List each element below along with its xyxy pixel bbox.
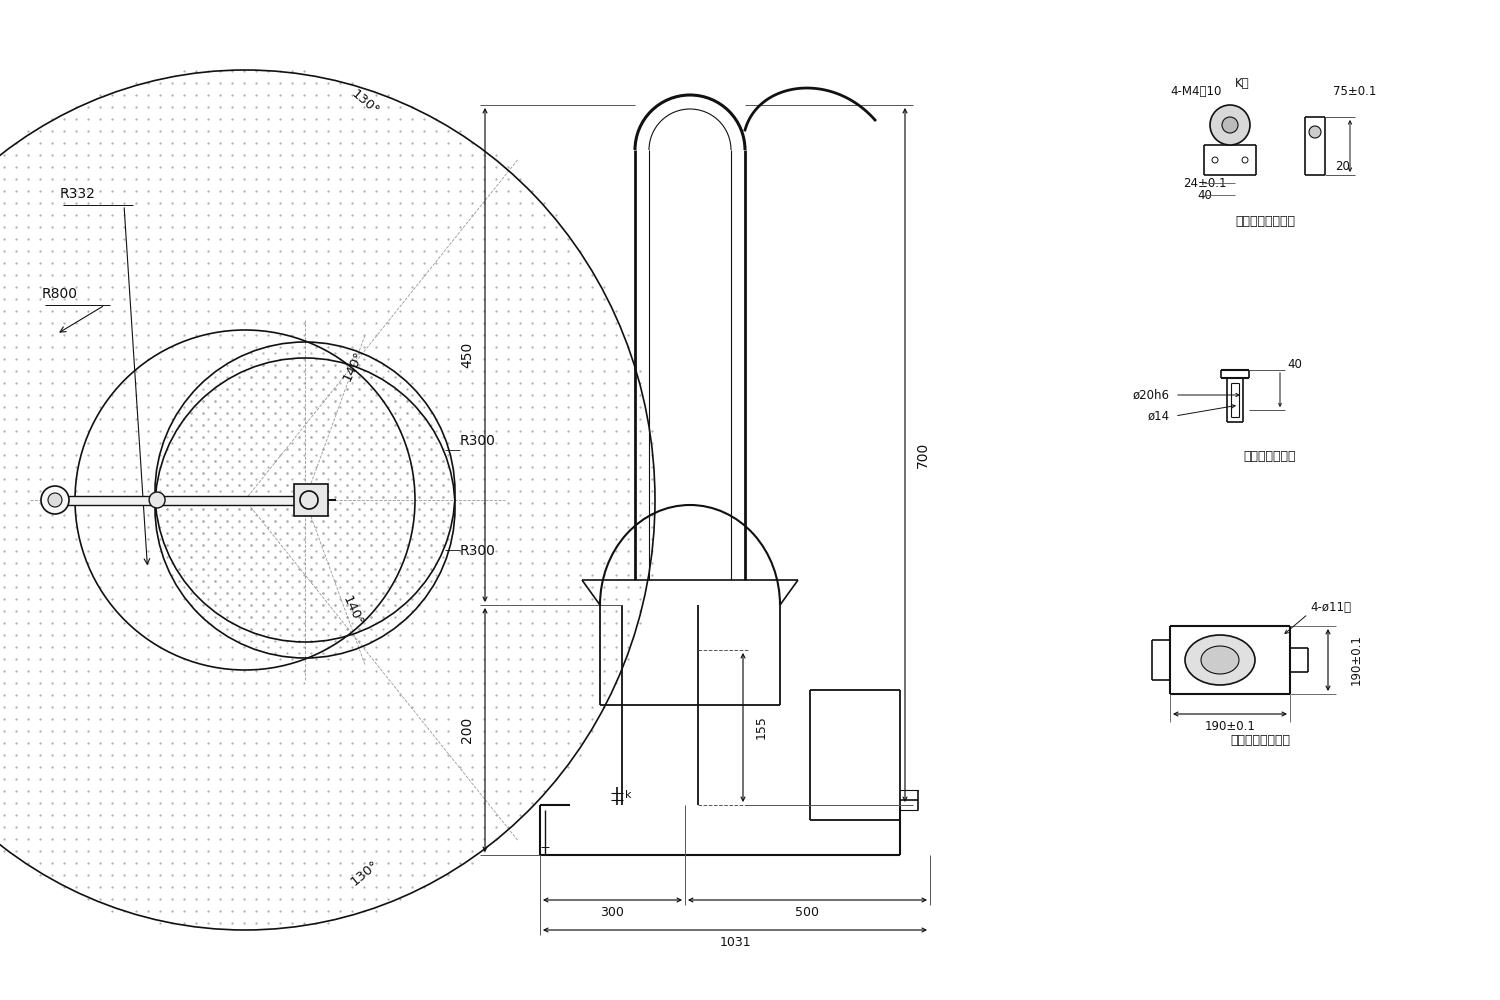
Text: 130°: 130° [348, 857, 381, 888]
Text: 75±0.1: 75±0.1 [1334, 85, 1377, 98]
Text: R300: R300 [460, 434, 496, 448]
Text: 4-ø11通: 4-ø11通 [1310, 601, 1352, 614]
Circle shape [1210, 105, 1249, 145]
Circle shape [1242, 157, 1248, 163]
Text: 140°: 140° [340, 594, 366, 628]
Text: 夹具安装位详图: 夹具安装位详图 [1244, 450, 1296, 463]
Text: 190±0.1: 190±0.1 [1204, 720, 1255, 732]
Text: 140°: 140° [340, 349, 366, 383]
Text: 40: 40 [1197, 189, 1212, 202]
Text: 工具安装孔位详图: 工具安装孔位详图 [1234, 215, 1294, 228]
Text: 300: 300 [600, 906, 624, 918]
Text: 1031: 1031 [718, 936, 752, 948]
Text: 200: 200 [460, 717, 474, 743]
Text: 130°: 130° [348, 87, 381, 118]
Text: k: k [626, 790, 632, 800]
Circle shape [40, 486, 69, 514]
Text: 500: 500 [795, 906, 819, 918]
Circle shape [148, 492, 165, 508]
Text: 450: 450 [460, 342, 474, 368]
Text: 4-M4深10: 4-M4深10 [1170, 85, 1221, 98]
Ellipse shape [1202, 646, 1239, 674]
Bar [56, 495, 304, 504]
Text: K向: K向 [1234, 77, 1250, 90]
Circle shape [1212, 157, 1218, 163]
Circle shape [1222, 117, 1238, 133]
Ellipse shape [1185, 635, 1256, 685]
Text: 24±0.1: 24±0.1 [1184, 177, 1227, 190]
Text: 700: 700 [916, 442, 930, 468]
Circle shape [48, 493, 62, 507]
Text: 190±0.1: 190±0.1 [1350, 635, 1362, 685]
Text: 20: 20 [1335, 160, 1350, 173]
Circle shape [1310, 126, 1322, 138]
Text: R800: R800 [42, 287, 78, 301]
Text: 40: 40 [1287, 358, 1302, 371]
Text: 底座安装孔位详图: 底座安装孔位详图 [1230, 734, 1290, 747]
Text: 155: 155 [754, 716, 768, 739]
Bar [294, 484, 328, 516]
Text: ø14: ø14 [1148, 410, 1170, 422]
Text: R332: R332 [60, 187, 96, 201]
Text: ø20h6: ø20h6 [1132, 388, 1170, 401]
Text: R300: R300 [460, 544, 496, 558]
